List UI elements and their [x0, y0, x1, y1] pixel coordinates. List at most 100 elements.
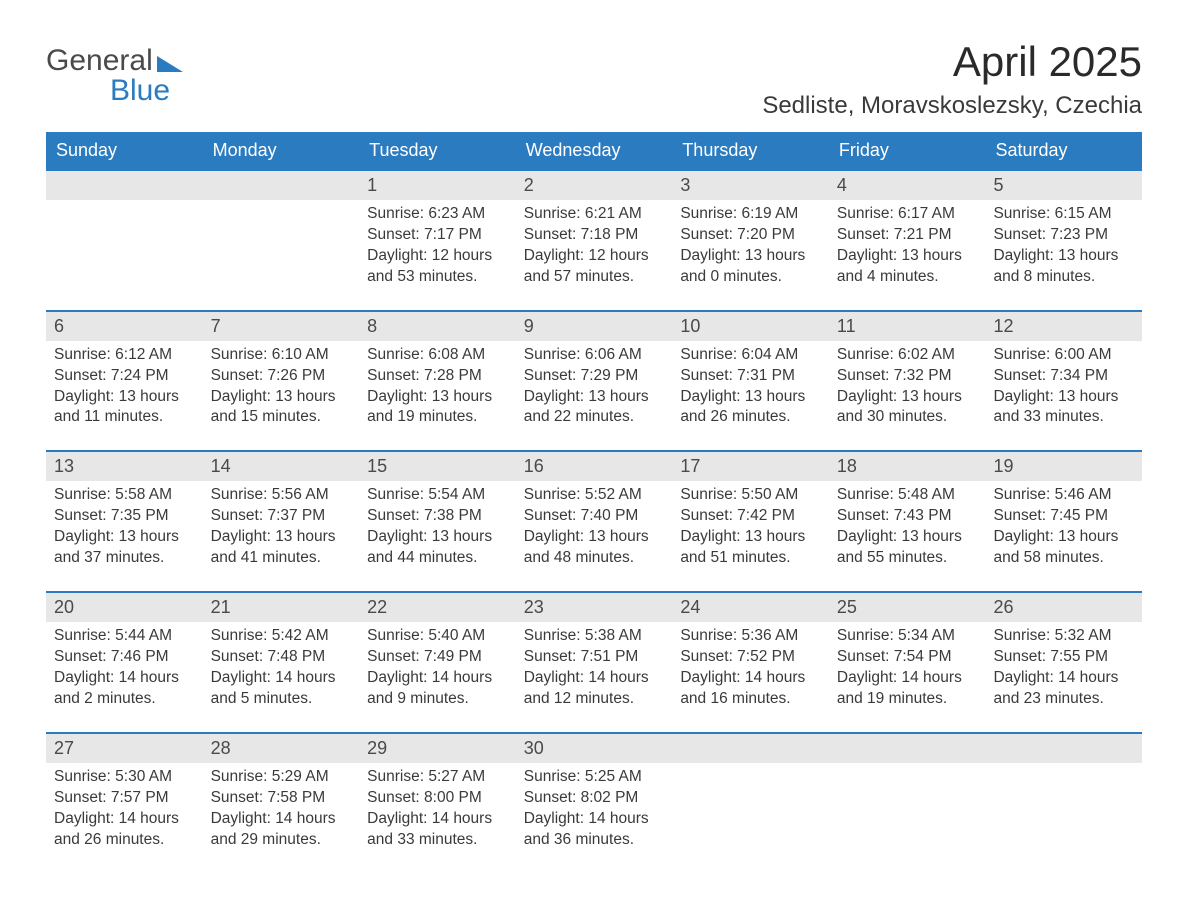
sunrise-line: Sunrise: 6:08 AM — [367, 345, 508, 366]
sunrise-line: Sunrise: 5:40 AM — [367, 626, 508, 647]
day-info: Sunrise: 5:29 AMSunset: 7:58 PMDaylight:… — [211, 767, 352, 851]
calendar-cell — [672, 734, 829, 859]
calendar-cell: 5Sunrise: 6:15 AMSunset: 7:23 PMDaylight… — [985, 171, 1142, 296]
day-number — [985, 734, 1142, 763]
logo-text-top: General — [46, 46, 153, 76]
day-number: 23 — [516, 593, 673, 622]
calendar-cell: 26Sunrise: 5:32 AMSunset: 7:55 PMDayligh… — [985, 593, 1142, 718]
day-info: Sunrise: 6:00 AMSunset: 7:34 PMDaylight:… — [993, 345, 1134, 429]
calendar-cell: 12 Sunrise: 6:00 AMSunset: 7:34 PMDayligh… — [985, 312, 1142, 437]
week-row: 6 Sunrise: 6:12 AMSunset: 7:24 PMDaylight… — [46, 310, 1142, 437]
calendar-cell: 28Sunrise: 5:29 AMSunset: 7:58 PMDayligh… — [203, 734, 360, 859]
calendar-cell: 19Sunrise: 5:46 AMSunset: 7:45 PMDayligh… — [985, 452, 1142, 577]
sunset-line: Sunset: 7:49 PM — [367, 647, 508, 668]
sunrise-line: Sunrise: 6:23 AM — [367, 204, 508, 225]
calendar-cell: 18Sunrise: 5:48 AMSunset: 7:43 PMDayligh… — [829, 452, 986, 577]
sunrise-line: Sunrise: 5:56 AM — [211, 485, 352, 506]
day-number: 4 — [829, 171, 986, 200]
day-number: 14 — [203, 452, 360, 481]
sunset-line: Sunset: 7:29 PM — [524, 366, 665, 387]
sunrise-line: Sunrise: 6:10 AM — [211, 345, 352, 366]
day-number: 3 — [672, 171, 829, 200]
daylight-line: Daylight: 12 hours and 53 minutes. — [367, 246, 508, 288]
day-info: Sunrise: 5:48 AMSunset: 7:43 PMDaylight:… — [837, 485, 978, 569]
week-row: 1Sunrise: 6:23 AMSunset: 7:17 PMDaylight… — [46, 171, 1142, 296]
daylight-line: Daylight: 14 hours and 9 minutes. — [367, 668, 508, 710]
sunrise-line: Sunrise: 5:32 AM — [993, 626, 1134, 647]
calendar-cell — [985, 734, 1142, 859]
sunset-line: Sunset: 8:00 PM — [367, 788, 508, 809]
sunrise-line: Sunrise: 5:48 AM — [837, 485, 978, 506]
daylight-line: Daylight: 13 hours and 11 minutes. — [54, 387, 195, 429]
day-info: Sunrise: 5:32 AMSunset: 7:55 PMDaylight:… — [993, 626, 1134, 710]
calendar-cell: 29Sunrise: 5:27 AMSunset: 8:00 PMDayligh… — [359, 734, 516, 859]
sunrise-line: Sunrise: 5:46 AM — [993, 485, 1134, 506]
logo-text-bottom: Blue — [46, 76, 183, 106]
day-info: Sunrise: 5:50 AMSunset: 7:42 PMDaylight:… — [680, 485, 821, 569]
day-number — [46, 171, 203, 200]
daylight-line: Daylight: 13 hours and 8 minutes. — [993, 246, 1134, 288]
day-info: Sunrise: 5:42 AMSunset: 7:48 PMDaylight:… — [211, 626, 352, 710]
sunset-line: Sunset: 8:02 PM — [524, 788, 665, 809]
sunset-line: Sunset: 7:51 PM — [524, 647, 665, 668]
day-number: 17 — [672, 452, 829, 481]
sunrise-line: Sunrise: 6:12 AM — [54, 345, 195, 366]
day-number: 11 — [829, 312, 986, 341]
calendar-cell: 10Sunrise: 6:04 AMSunset: 7:31 PMDayligh… — [672, 312, 829, 437]
day-number — [829, 734, 986, 763]
daylight-line: Daylight: 14 hours and 19 minutes. — [837, 668, 978, 710]
daylight-line: Daylight: 13 hours and 48 minutes. — [524, 527, 665, 569]
day-header: Sunday — [46, 132, 203, 171]
day-info: Sunrise: 5:56 AMSunset: 7:37 PMDaylight:… — [211, 485, 352, 569]
sunset-line: Sunset: 7:46 PM — [54, 647, 195, 668]
sunset-line: Sunset: 7:23 PM — [993, 225, 1134, 246]
daylight-line: Daylight: 14 hours and 33 minutes. — [367, 809, 508, 851]
sunrise-line: Sunrise: 6:17 AM — [837, 204, 978, 225]
calendar-cell: 17 Sunrise: 5:50 AMSunset: 7:42 PMDayligh… — [672, 452, 829, 577]
sunrise-line: Sunrise: 6:06 AM — [524, 345, 665, 366]
sunset-line: Sunset: 7:18 PM — [524, 225, 665, 246]
daylight-line: Daylight: 13 hours and 44 minutes. — [367, 527, 508, 569]
daylight-line: Daylight: 13 hours and 41 minutes. — [211, 527, 352, 569]
day-info: Sunrise: 6:12 AMSunset: 7:24 PMDaylight:… — [54, 345, 195, 429]
sunset-line: Sunset: 7:38 PM — [367, 506, 508, 527]
sunset-line: Sunset: 7:34 PM — [993, 366, 1134, 387]
sunrise-line: Sunrise: 5:50 AM — [680, 485, 821, 506]
sunset-line: Sunset: 7:17 PM — [367, 225, 508, 246]
sunset-line: Sunset: 7:37 PM — [211, 506, 352, 527]
calendar-cell: 2Sunrise: 6:21 AMSunset: 7:18 PMDaylight… — [516, 171, 673, 296]
daylight-line: Daylight: 14 hours and 29 minutes. — [211, 809, 352, 851]
sunset-line: Sunset: 7:45 PM — [993, 506, 1134, 527]
calendar-cell: 22Sunrise: 5:40 AMSunset: 7:49 PMDayligh… — [359, 593, 516, 718]
day-info: Sunrise: 5:52 AMSunset: 7:40 PMDaylight:… — [524, 485, 665, 569]
sunset-line: Sunset: 7:43 PM — [837, 506, 978, 527]
day-info: Sunrise: 5:58 AMSunset: 7:35 PMDaylight:… — [54, 485, 195, 569]
daylight-line: Daylight: 14 hours and 36 minutes. — [524, 809, 665, 851]
day-number: 6 — [46, 312, 203, 341]
daylight-line: Daylight: 13 hours and 33 minutes. — [993, 387, 1134, 429]
day-info: Sunrise: 6:08 AMSunset: 7:28 PMDaylight:… — [367, 345, 508, 429]
sunset-line: Sunset: 7:26 PM — [211, 366, 352, 387]
daylight-line: Daylight: 13 hours and 15 minutes. — [211, 387, 352, 429]
sunrise-line: Sunrise: 5:25 AM — [524, 767, 665, 788]
daylight-line: Daylight: 13 hours and 0 minutes. — [680, 246, 821, 288]
sunrise-line: Sunrise: 5:34 AM — [837, 626, 978, 647]
day-number: 16 — [516, 452, 673, 481]
sunset-line: Sunset: 7:57 PM — [54, 788, 195, 809]
daylight-line: Daylight: 13 hours and 19 minutes. — [367, 387, 508, 429]
sunset-line: Sunset: 7:28 PM — [367, 366, 508, 387]
day-info: Sunrise: 6:21 AMSunset: 7:18 PMDaylight:… — [524, 204, 665, 288]
logo: General Blue — [46, 38, 183, 106]
week-row: 20Sunrise: 5:44 AMSunset: 7:46 PMDayligh… — [46, 591, 1142, 718]
day-number: 12 — [985, 312, 1142, 341]
day-info: Sunrise: 6:02 AMSunset: 7:32 PMDaylight:… — [837, 345, 978, 429]
day-info: Sunrise: 5:38 AMSunset: 7:51 PMDaylight:… — [524, 626, 665, 710]
day-info: Sunrise: 5:34 AMSunset: 7:54 PMDaylight:… — [837, 626, 978, 710]
calendar-cell: 21Sunrise: 5:42 AMSunset: 7:48 PMDayligh… — [203, 593, 360, 718]
day-number: 1 — [359, 171, 516, 200]
day-number: 7 — [203, 312, 360, 341]
calendar-cell: 8Sunrise: 6:08 AMSunset: 7:28 PMDaylight… — [359, 312, 516, 437]
daylight-line: Daylight: 12 hours and 57 minutes. — [524, 246, 665, 288]
sunrise-line: Sunrise: 5:52 AM — [524, 485, 665, 506]
day-header: Thursday — [672, 132, 829, 171]
